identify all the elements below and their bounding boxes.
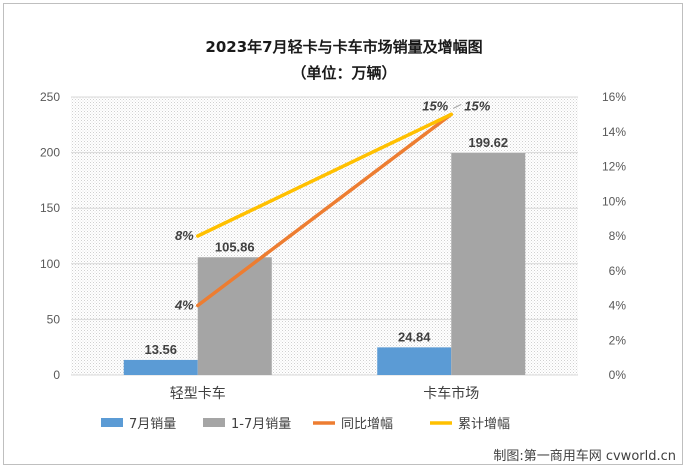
bar-data-label: 199.62 — [468, 135, 508, 150]
legend-swatch — [203, 418, 225, 427]
series-line — [196, 112, 453, 308]
left-tick-label: 150 — [40, 201, 60, 215]
left-tick-label: 200 — [40, 146, 60, 160]
bar-data-label: 105.86 — [215, 239, 255, 254]
category-axis: 轻型卡车 卡车市场 — [170, 385, 480, 402]
legend: 7月销量 1-7月销量 同比增幅 累计增幅 — [101, 417, 510, 432]
right-tick-label: 4% — [609, 299, 627, 313]
right-tick-label: 0% — [609, 368, 627, 382]
line-data-label: 8% — [175, 228, 194, 243]
legend-label: 1-7月销量 — [231, 417, 291, 432]
legend-label: 7月销量 — [129, 417, 176, 432]
chart-subtitle: （单位：万辆） — [291, 64, 396, 82]
right-tick-label: 14% — [602, 125, 626, 139]
bar-data-label: 24.84 — [398, 329, 431, 344]
line-series — [196, 112, 453, 308]
left-tick-label: 250 — [40, 90, 60, 104]
chart-title: 2023年7月轻卡与卡车市场销量及增幅图 — [205, 38, 482, 56]
bar — [123, 359, 198, 375]
legend-label: 累计增幅 — [458, 417, 510, 432]
series-line — [196, 112, 453, 238]
right-tick-label: 6% — [609, 264, 627, 278]
left-tick-label: 0 — [53, 368, 60, 382]
category-label: 轻型卡车 — [170, 385, 226, 402]
right-axis: 0% 2% 4% 6% 8% 10% 12% 14% 16% — [602, 90, 626, 382]
line-data-label: 15% — [464, 98, 490, 113]
bar — [451, 153, 526, 375]
line-data-label: 15% — [422, 98, 448, 113]
legend-swatch — [101, 418, 123, 427]
bar-data-label: 13.56 — [144, 342, 177, 357]
right-tick-label: 2% — [609, 333, 627, 347]
left-tick-label: 100 — [40, 257, 60, 271]
bar — [377, 347, 452, 375]
left-tick-label: 50 — [47, 312, 61, 326]
legend-label: 同比增幅 — [341, 417, 393, 432]
bar — [197, 257, 272, 375]
right-tick-label: 8% — [609, 229, 627, 243]
right-tick-label: 10% — [602, 194, 626, 208]
right-tick-label: 12% — [602, 160, 626, 174]
label-leader — [453, 103, 462, 109]
line-data-label: 4% — [174, 298, 194, 313]
category-label: 卡车市场 — [423, 385, 479, 402]
data-labels: 13.56 24.84 105.86 199.62 4% 15% 8% 15% — [144, 98, 508, 357]
bar-series — [123, 153, 526, 375]
source-note: 制图:第一商用车网 cvworld.cn — [493, 448, 676, 464]
right-tick-label: 16% — [602, 90, 626, 104]
left-axis: 0 50 100 150 200 250 — [40, 90, 60, 382]
